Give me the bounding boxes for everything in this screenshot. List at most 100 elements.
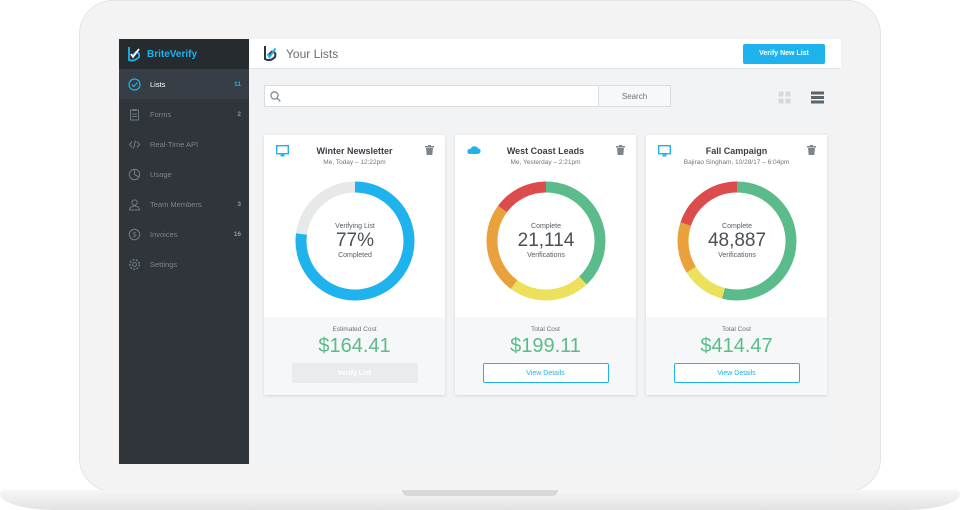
sidebar-item-lists[interactable]: Lists 11 [119,69,249,99]
sidebar-item-settings[interactable]: Settings [119,249,249,279]
sidebar-item-usage[interactable]: Usage [119,159,249,189]
cost-value: $164.41 [318,335,391,357]
svg-text:$: $ [133,232,137,239]
list-card[interactable]: Fall Campaign Bajirao Singham, 10/28/17 … [646,135,827,395]
donut-segment [677,181,797,301]
search-button[interactable]: Search [598,85,671,107]
clipboard-icon [128,108,141,121]
view-details-button[interactable]: View Details [673,363,800,383]
card-title: West Coast Leads [506,146,585,156]
card-footer: Total Cost $199.11 View Details [455,317,636,395]
trash-icon[interactable] [616,145,625,155]
grid-view-toggle[interactable] [778,91,791,104]
donut-label: Verifying List 77% Completed [292,178,418,304]
sidebar-item-count: 11 [234,80,241,88]
donut-status: Complete [531,223,561,230]
sidebar-item-label: Invoices [150,229,178,239]
progress-donut: Verifying List 77% Completed [292,178,418,304]
sidebar-item-label: Lists [150,79,166,89]
sidebar-item-count: 3 [237,200,241,208]
sidebar-item-team-members[interactable]: Team Members 3 [119,189,249,219]
main-content: Your Lists Verify New List Search [249,39,841,464]
verify-new-list-button[interactable]: Verify New List [743,43,825,64]
donut-segment [486,181,606,301]
sidebar-item-forms[interactable]: Forms 2 [119,99,249,129]
card-header: Winter Newsletter Me, Today – 12:22pm [264,135,445,171]
card-title: Winter Newsletter [316,146,393,156]
search-input[interactable] [285,91,585,101]
monitor-icon [276,145,289,157]
check-circle-icon [128,77,141,91]
sidebar-item-label: Usage [150,169,172,179]
search-icon [270,90,281,102]
results-donut: Complete 21,114 Verifications [483,178,609,304]
top-bar: Your Lists Verify New List [249,39,841,69]
laptop-notch [402,490,558,496]
card-footer: Total Cost $414.47 View Details [646,317,827,395]
donut-label: Complete 48,887 Verifications [674,178,800,304]
sidebar-item-label: Forms [150,109,172,119]
briteverify-logo-icon [264,46,277,62]
list-card[interactable]: West Coast Leads Me, Yesterday – 2:21pm … [455,135,636,395]
list-view-toggle[interactable] [811,91,824,104]
list-icon [811,91,824,104]
app-screen: BriteVerify Lists 11 Forms 2 [119,39,841,464]
donut-caption: Completed [338,252,372,259]
card-subtitle: Me, Yesterday – 2:21pm [510,159,581,166]
verify-list-button[interactable]: Verify List [291,363,418,383]
donut-chart [486,181,606,301]
page-title: Your Lists [286,46,339,61]
donut-segment [677,181,797,301]
trash-icon[interactable] [807,145,816,155]
trash-icon[interactable] [425,145,434,155]
view-details-button[interactable]: View Details [482,363,609,383]
sidebar-item-count: 16 [233,230,241,238]
donut-progress-arc [295,181,415,301]
grid-icon [778,91,791,104]
brand-name: BriteVerify [147,48,198,60]
card-subtitle: Bajirao Singham, 10/28/17 – 6:04pm [683,159,790,166]
sidebar-item-real-time-api[interactable]: Real-Time API [119,129,249,159]
donut-caption: Verifications [527,252,565,259]
list-cards: Winter Newsletter Me, Today – 12:22pm Ve… [264,135,827,395]
results-donut: Complete 48,887 Verifications [674,178,800,304]
card-footer: Estimated Cost $164.41 Verify List [264,317,445,395]
card-title: Fall Campaign [705,146,768,156]
donut-segment [486,181,606,301]
donut-segment [486,181,606,301]
card-header: Fall Campaign Bajirao Singham, 10/28/17 … [646,135,827,171]
salesforce-cloud-icon [467,146,481,154]
brand[interactable]: BriteVerify [119,39,249,69]
cost-label: Estimated Cost [332,326,377,333]
sidebar: BriteVerify Lists 11 Forms 2 [119,39,249,464]
donut-label: Complete 21,114 Verifications [483,178,609,304]
code-icon [128,138,141,151]
list-card[interactable]: Winter Newsletter Me, Today – 12:22pm Ve… [264,135,445,395]
laptop-base [0,490,960,510]
monitor-icon [658,145,671,157]
donut-caption: Verifications [718,252,756,259]
donut-value: 77% [335,230,375,251]
donut-status: Complete [722,223,752,230]
sidebar-item-invoices[interactable]: $ Invoices 16 [119,219,249,249]
donut-value: 21,114 [517,230,575,251]
donut-status: Verifying List [335,223,375,230]
pie-chart-icon [128,168,141,181]
search-bar: Search [264,85,671,107]
sidebar-nav: Lists 11 Forms 2 Real-Time API [119,69,249,279]
donut-chart [295,181,415,301]
gear-icon [128,258,141,271]
briteverify-logo-icon [128,47,141,62]
sidebar-item-label: Real-Time API [150,139,199,149]
donut-value: 48,887 [707,230,767,251]
user-icon [128,198,141,211]
donut-chart [677,181,797,301]
sidebar-item-label: Team Members [150,199,202,209]
cost-value: $414.47 [700,335,773,357]
search-field[interactable] [264,85,598,107]
cost-label: Total Cost [722,326,751,333]
card-subtitle: Me, Today – 12:22pm [323,159,386,166]
cost-value: $199.11 [510,335,581,357]
sidebar-item-label: Settings [150,259,178,269]
cost-label: Total Cost [531,326,560,333]
